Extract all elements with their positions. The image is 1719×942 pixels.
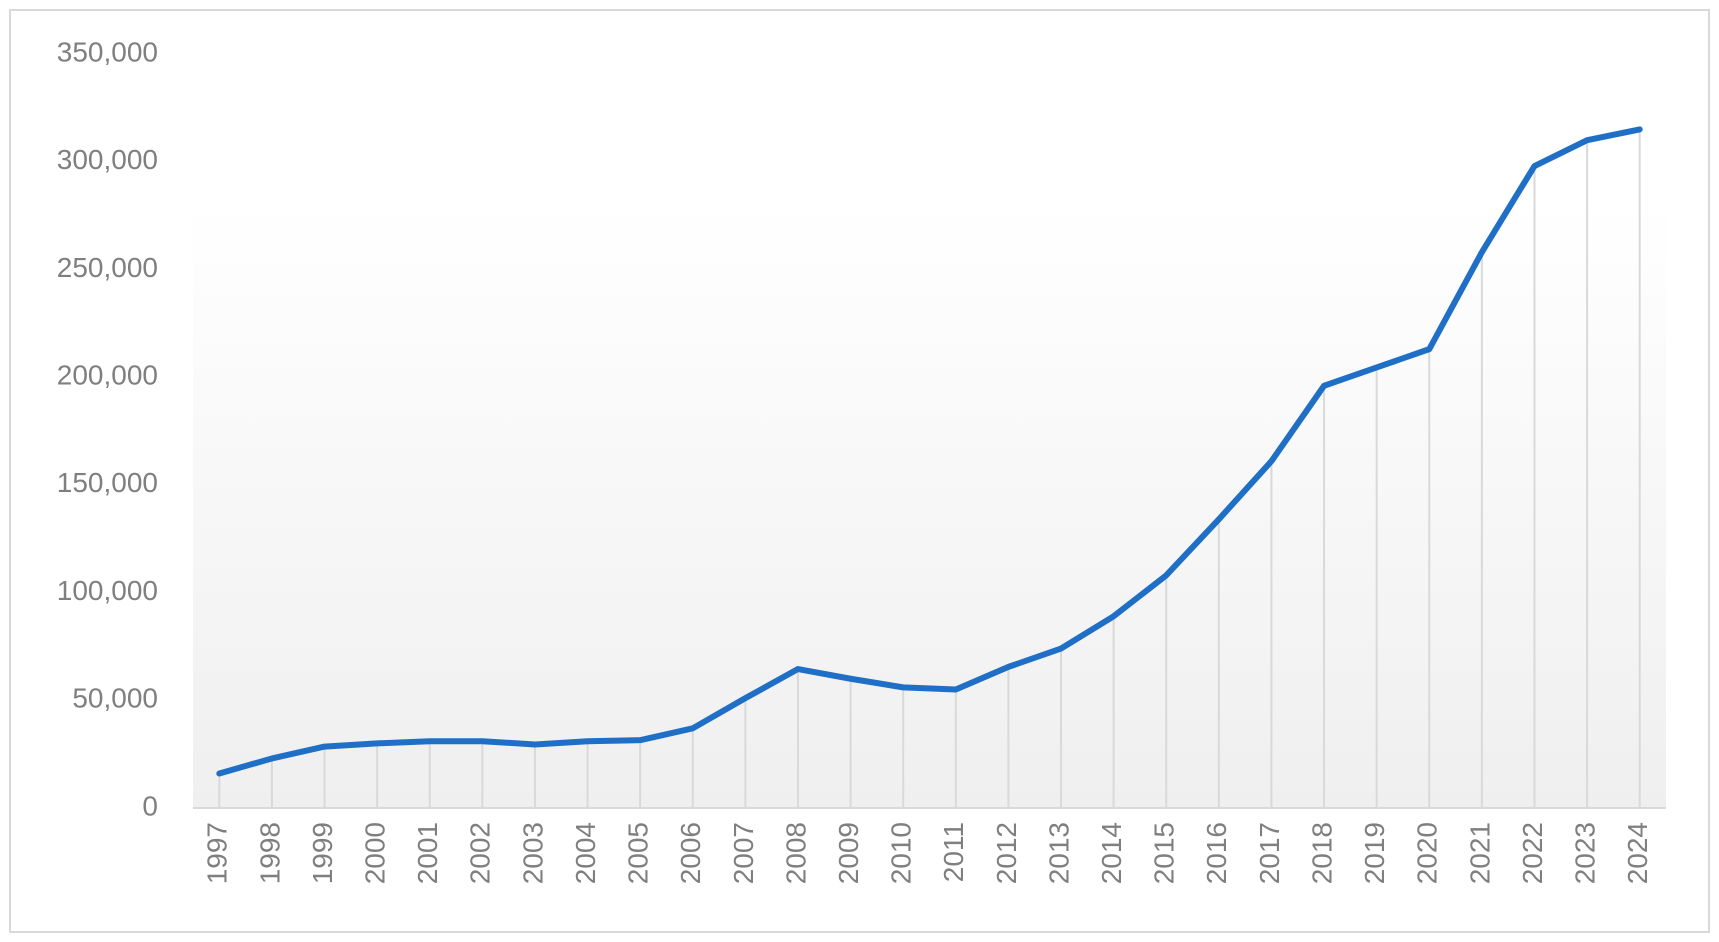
x-tick-label: 2004 — [570, 822, 601, 884]
x-tick-label: 2017 — [1254, 822, 1285, 884]
y-tick-label: 300,000 — [57, 144, 158, 175]
x-tick-label: 2021 — [1464, 822, 1495, 884]
data-line — [216, 126, 1643, 777]
x-tick-label: 2003 — [517, 822, 548, 884]
x-tick-label: 1997 — [202, 822, 233, 884]
x-tick-label: 2022 — [1517, 822, 1548, 884]
x-tick-label: 2006 — [675, 822, 706, 884]
x-tick-label: 2024 — [1622, 822, 1653, 884]
x-tick-label: 1999 — [307, 822, 338, 884]
x-tick-label: 2001 — [412, 822, 443, 884]
plot-background — [193, 135, 1666, 808]
y-tick-label: 150,000 — [57, 467, 158, 498]
x-tick-label: 2020 — [1412, 822, 1443, 884]
x-tick-label: 2002 — [465, 822, 496, 884]
x-tick-label: 2008 — [780, 822, 811, 884]
x-tick-label: 2015 — [1149, 822, 1180, 884]
x-tick-label: 2018 — [1306, 822, 1337, 884]
x-tick-label: 2019 — [1359, 822, 1390, 884]
y-tick-label: 50,000 — [72, 683, 158, 714]
x-tick-label: 2012 — [991, 822, 1022, 884]
x-tick-label: 2013 — [1043, 822, 1074, 884]
x-tick-label: 2000 — [360, 822, 391, 884]
x-tick-label: 2010 — [886, 822, 917, 884]
x-tick-label: 2014 — [1096, 822, 1127, 884]
x-tick-label: 2007 — [728, 822, 759, 884]
y-tick-label: 100,000 — [57, 575, 158, 606]
x-tick-label: 2005 — [623, 822, 654, 884]
y-tick-label: 200,000 — [57, 360, 158, 391]
y-tick-label: 250,000 — [57, 252, 158, 283]
y-tick-label: 0 — [142, 790, 158, 821]
x-tick-label: 2023 — [1569, 822, 1600, 884]
x-tick-label: 2016 — [1201, 822, 1232, 884]
x-tick-label: 2009 — [833, 822, 864, 884]
x-tick-label: 2011 — [938, 822, 969, 882]
x-tick-label: 1998 — [254, 822, 285, 884]
y-tick-label: 350,000 — [57, 36, 158, 67]
